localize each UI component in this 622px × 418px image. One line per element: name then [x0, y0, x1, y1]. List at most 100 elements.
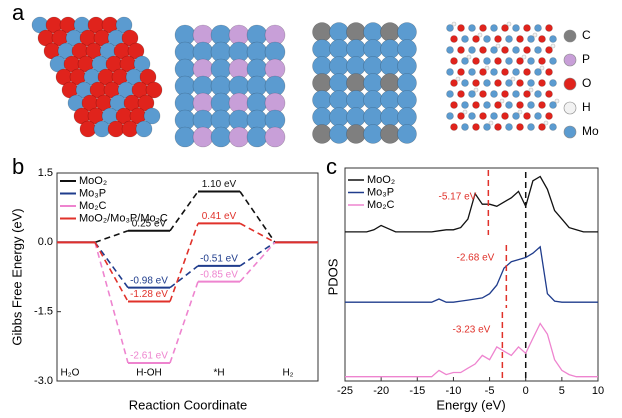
- d-band-label: -2.68 eV: [457, 253, 495, 264]
- atom: [346, 56, 366, 76]
- atom: [494, 79, 502, 87]
- atom: [346, 22, 366, 42]
- atom: [107, 120, 125, 138]
- atom: [523, 68, 531, 76]
- atom: [468, 112, 476, 120]
- atom: [192, 126, 214, 148]
- atom: [346, 39, 366, 59]
- y-axis-label: Gibbs Free Energy (eV): [9, 208, 24, 345]
- atom: [499, 98, 505, 104]
- atom: [517, 109, 523, 115]
- x-tick-label: H₂O: [61, 368, 80, 379]
- atom: [312, 56, 332, 76]
- atom: [461, 79, 469, 87]
- atom: [457, 46, 465, 54]
- atom: [468, 46, 476, 54]
- atom: [495, 43, 501, 49]
- atom: [380, 39, 400, 59]
- atom: [549, 35, 557, 43]
- atom: [135, 120, 153, 138]
- atom: [461, 123, 469, 131]
- atom: [462, 109, 468, 115]
- atom: [534, 46, 542, 54]
- atom: [451, 21, 457, 27]
- atom: [516, 35, 524, 43]
- atom: [512, 112, 520, 120]
- atom: [466, 54, 472, 60]
- atom: [512, 90, 520, 98]
- atom: [490, 68, 498, 76]
- atom: [312, 22, 332, 42]
- atom: [397, 107, 417, 127]
- atom: [380, 107, 400, 127]
- atom: [512, 68, 520, 76]
- y-tick-label: -3.0: [34, 375, 53, 387]
- plot-frame: [56, 172, 319, 382]
- atom: [363, 39, 383, 59]
- atom: [397, 73, 417, 93]
- value-label: 0.25 eV: [132, 218, 167, 229]
- atom: [380, 56, 400, 76]
- legend-label: MoO₂: [79, 175, 107, 187]
- atom: [505, 123, 513, 131]
- atom: [501, 68, 509, 76]
- atom: [457, 24, 465, 32]
- atom: [488, 120, 494, 126]
- legend-swatch: [563, 29, 577, 43]
- atom: [363, 124, 383, 144]
- value-label: -0.85 eV: [200, 269, 238, 280]
- atom: [523, 24, 531, 32]
- atom: [472, 57, 480, 65]
- connector: [94, 241, 129, 302]
- x-axis-label: Energy (eV): [436, 397, 505, 412]
- atom: [539, 65, 545, 71]
- atom: [468, 90, 476, 98]
- atom: [457, 90, 465, 98]
- atom: [516, 79, 524, 87]
- x-tick-label: 0: [523, 385, 529, 397]
- atom: [472, 79, 480, 87]
- atom: [264, 126, 286, 148]
- atom: [483, 57, 491, 65]
- atom: [472, 35, 480, 43]
- connector: [94, 230, 129, 244]
- atom: [532, 32, 538, 38]
- atom: [494, 123, 502, 131]
- atom: [527, 57, 535, 65]
- atom: [312, 107, 332, 127]
- value-label: 1.10 eV: [202, 179, 237, 190]
- atom: [473, 87, 479, 93]
- atom: [461, 35, 469, 43]
- plot-frame: [344, 167, 599, 382]
- atom: [93, 120, 111, 138]
- atom: [545, 112, 553, 120]
- atom: [329, 56, 349, 76]
- atom: [527, 101, 535, 109]
- atom: [494, 35, 502, 43]
- atom: [457, 68, 465, 76]
- atom: [121, 120, 139, 138]
- atom: [494, 57, 502, 65]
- atom: [490, 90, 498, 98]
- atom: [346, 107, 366, 127]
- atom: [472, 101, 480, 109]
- atom: [549, 101, 557, 109]
- connector: [169, 281, 199, 364]
- atom: [446, 46, 454, 54]
- d-band-label: -5.17 eV: [439, 192, 477, 203]
- atom: [329, 124, 349, 144]
- value-label: 0.41 eV: [202, 211, 237, 222]
- panel-label: a: [12, 0, 25, 25]
- pdos-line: [345, 175, 598, 233]
- atom: [363, 107, 383, 127]
- value-label: -0.51 eV: [200, 254, 238, 265]
- atom: [363, 90, 383, 110]
- atom: [329, 73, 349, 93]
- atom: [527, 35, 535, 43]
- atom: [329, 90, 349, 110]
- legend-swatch: [563, 125, 577, 139]
- atom: [505, 101, 513, 109]
- atom: [472, 123, 480, 131]
- d-band-label: -3.23 eV: [453, 325, 491, 336]
- value-label: -1.28 eV: [130, 289, 168, 300]
